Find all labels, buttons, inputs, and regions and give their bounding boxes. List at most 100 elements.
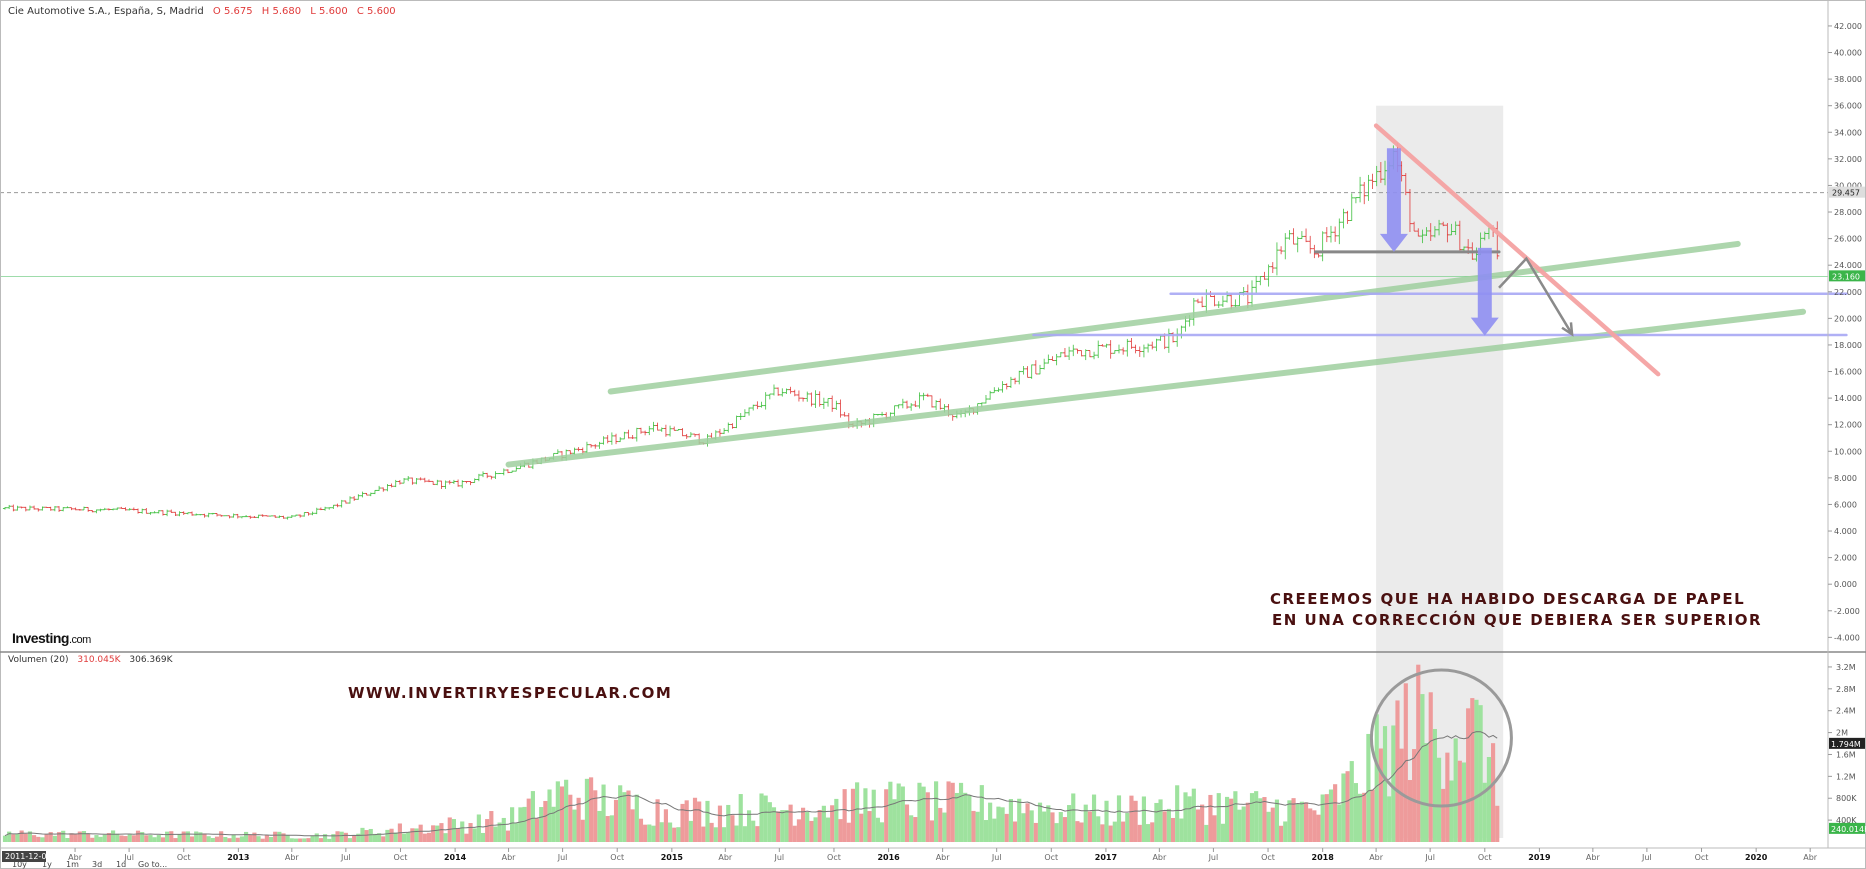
channel-upper-line xyxy=(607,240,1741,395)
volume-bar xyxy=(1133,800,1138,842)
volume-bar xyxy=(1112,821,1117,842)
volume-bar xyxy=(1474,699,1479,842)
volume-bar xyxy=(335,831,340,842)
volume-bar xyxy=(1495,805,1500,842)
volume-bar xyxy=(705,800,710,842)
volume-bar xyxy=(576,797,581,842)
volume-bar xyxy=(572,809,577,842)
time-tick-label: Jul xyxy=(1208,853,1219,862)
volume-bar xyxy=(476,814,481,842)
volume-bar xyxy=(767,802,772,842)
volume-bar xyxy=(127,834,132,842)
volume-bar xyxy=(156,835,161,842)
volume-bar xyxy=(1374,714,1379,842)
volume-bar xyxy=(181,831,186,842)
volume-bar xyxy=(1266,811,1271,842)
volume-tick-label: 1.2M xyxy=(1836,772,1856,781)
volume-spike-circle xyxy=(1369,668,1513,808)
volume-bar xyxy=(418,824,423,842)
volume-bar xyxy=(992,818,997,842)
volume-bar xyxy=(11,834,16,842)
volume-bar xyxy=(1395,700,1400,842)
volume-bar xyxy=(426,832,432,842)
volume-bar xyxy=(867,811,872,842)
volume-bar xyxy=(526,798,531,842)
volume-bar xyxy=(1212,815,1217,842)
volume-bar xyxy=(1420,694,1425,842)
volume-bar xyxy=(613,799,619,842)
volume-bar xyxy=(1004,813,1009,842)
volume-bar xyxy=(98,836,103,842)
time-tick-label: 2019 xyxy=(1528,853,1551,862)
start-date-bg xyxy=(2,851,46,862)
volume-bar xyxy=(460,821,465,842)
annotation-line-2: EN UNA CORRECCIÓN QUE DEBIERA SER SUPERI… xyxy=(1272,611,1763,629)
volume-bar xyxy=(152,837,157,842)
volume-bar xyxy=(1166,808,1171,842)
time-tick-label: Abr xyxy=(936,853,951,862)
time-tick-label: Jul xyxy=(557,853,568,862)
volume-bar xyxy=(643,824,648,842)
volume-bar xyxy=(239,836,245,842)
volume-bar xyxy=(1029,810,1034,842)
volume-bar xyxy=(410,828,415,842)
volume-bar xyxy=(1233,791,1238,842)
volume-bar xyxy=(1412,749,1417,842)
volume-tick-label: 800K xyxy=(1836,794,1857,803)
volume-bar xyxy=(609,815,614,842)
volume-bar xyxy=(1104,800,1109,842)
volume-bar xyxy=(1366,733,1371,842)
annotation-line-1: CREEEMOS QUE HA HABIDO DESCARGA DE PAPEL xyxy=(1270,590,1746,608)
range-button-3d[interactable]: 3d xyxy=(92,860,103,869)
volume-bar xyxy=(86,833,91,842)
volume-bar xyxy=(343,832,348,842)
volume-bar xyxy=(934,781,939,842)
volume-bar xyxy=(1033,822,1038,842)
volume-bar xyxy=(1308,808,1313,842)
volume-bar xyxy=(568,794,573,842)
volume-bar xyxy=(1457,760,1462,842)
volume-bar xyxy=(106,833,111,842)
volume-bar xyxy=(52,835,57,842)
range-button-10y[interactable]: 10y xyxy=(12,860,27,869)
volume-bar xyxy=(680,803,685,842)
volume-bar xyxy=(942,812,947,842)
volume-bar xyxy=(855,782,860,842)
time-tick-label: 2014 xyxy=(444,853,467,862)
go-to-button[interactable]: Go to... xyxy=(138,860,168,869)
volume-bar xyxy=(289,838,294,842)
time-tick-label: Jul xyxy=(123,853,134,862)
volume-ma-line xyxy=(4,731,1498,837)
volume-bar xyxy=(140,832,145,842)
volume-bar xyxy=(1407,780,1413,842)
volume-bar xyxy=(1150,822,1155,842)
volume-bar xyxy=(755,826,760,842)
volume-bar xyxy=(260,838,265,842)
volume-bar xyxy=(830,805,835,842)
volume-bar xyxy=(938,807,943,842)
volume-bar xyxy=(647,824,652,842)
volume-bar xyxy=(435,825,440,842)
volume-bar xyxy=(1291,798,1296,842)
volume-bar xyxy=(1200,804,1205,842)
volume-bar xyxy=(1341,773,1346,842)
volume-bar xyxy=(1470,698,1475,842)
time-tick-label: Oct xyxy=(1695,853,1709,862)
volume-bar xyxy=(584,778,590,842)
volume-bar xyxy=(194,831,199,842)
volume-bar xyxy=(198,832,203,842)
volume-bar xyxy=(1362,792,1367,842)
volume-bar xyxy=(921,786,926,842)
range-button-1d[interactable]: 1d xyxy=(116,860,127,869)
volume-bar xyxy=(1100,824,1105,842)
volume-bar xyxy=(364,830,369,842)
range-button-1m[interactable]: 1m xyxy=(66,860,79,869)
range-button-1y[interactable]: 1y xyxy=(42,860,52,869)
volume-bar xyxy=(501,817,506,842)
volume-bar xyxy=(1042,811,1047,842)
volume-bar xyxy=(1175,785,1180,842)
volume-bar xyxy=(946,781,951,842)
volume-bar xyxy=(846,822,851,842)
volume-bar xyxy=(293,838,299,842)
volume-value-a: 310.045K xyxy=(77,655,121,665)
